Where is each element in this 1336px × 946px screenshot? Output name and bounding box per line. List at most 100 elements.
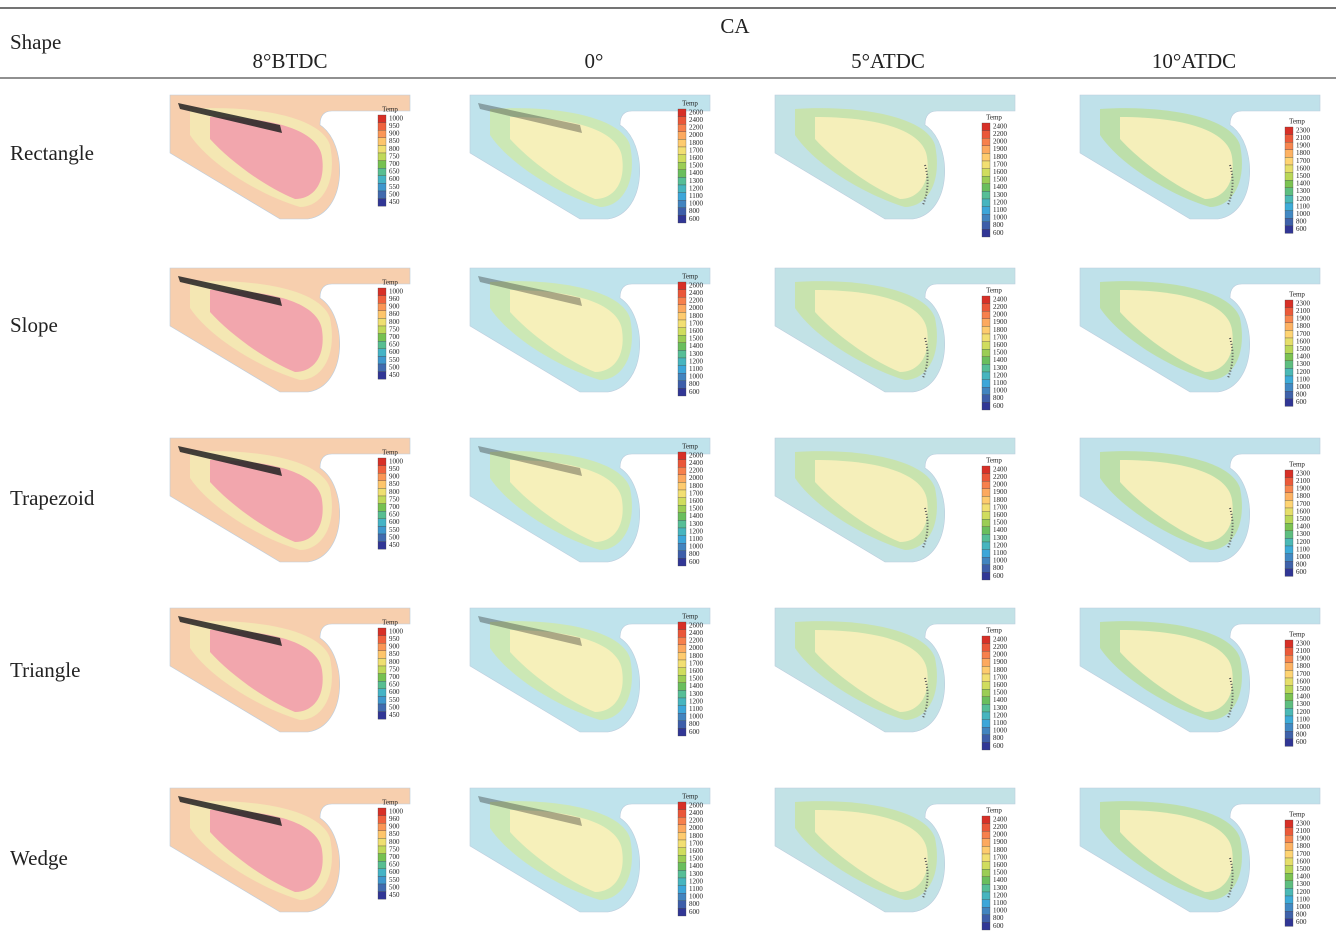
legend-swatch: [1285, 648, 1293, 656]
legend-swatch: [1285, 873, 1293, 881]
legend-swatch: [982, 735, 990, 743]
legend-swatch: [678, 690, 686, 698]
legend-label: 600: [689, 558, 700, 566]
legend-swatch: [378, 303, 386, 311]
legend-swatch: [678, 802, 686, 810]
legend-swatch: [678, 901, 686, 909]
legend-swatch: [1285, 561, 1293, 569]
column-header: 10°ATDC: [1152, 49, 1236, 73]
legend-swatch: [678, 637, 686, 645]
legend-swatch: [678, 855, 686, 863]
legend-swatch: [982, 349, 990, 357]
legend-swatch: [678, 498, 686, 506]
legend-swatch: [982, 138, 990, 146]
simulation-image: [775, 608, 1015, 732]
legend-swatch: [378, 869, 386, 877]
figure-table: Shape CA 8°BTDC0°5°ATDC10°ATDCRectangleT…: [0, 0, 1336, 946]
legend-swatch: [1285, 739, 1293, 747]
simulation-image: [470, 268, 710, 392]
legend-swatch: [1285, 670, 1293, 678]
simulation-image: [170, 608, 410, 732]
legend-swatch: [378, 161, 386, 169]
legend-swatch: [678, 878, 686, 886]
legend-swatch: [678, 832, 686, 840]
column-header: 8°BTDC: [253, 49, 328, 73]
row-label: Wedge: [10, 846, 68, 870]
legend-swatch: [678, 124, 686, 132]
legend-label: 600: [993, 229, 1004, 237]
legend-swatch: [982, 304, 990, 312]
legend-swatch: [378, 183, 386, 191]
legend-title: Temp: [1289, 461, 1305, 469]
legend-swatch: [982, 512, 990, 520]
legend-swatch: [982, 846, 990, 854]
legend-swatch: [1285, 323, 1293, 331]
legend-swatch: [982, 742, 990, 750]
legend-swatch: [378, 153, 386, 161]
legend-swatch: [982, 123, 990, 131]
legend-swatch: [1285, 546, 1293, 554]
legend-swatch: [678, 505, 686, 513]
legend-swatch: [378, 854, 386, 862]
legend-swatch: [678, 282, 686, 290]
legend-swatch: [678, 193, 686, 201]
legend-swatch: [378, 696, 386, 704]
legend-swatch: [678, 645, 686, 653]
legend-title: Temp: [986, 114, 1002, 122]
legend-swatch: [678, 482, 686, 490]
legend-swatch: [982, 915, 990, 923]
legend-swatch: [678, 297, 686, 305]
legend-swatch: [982, 191, 990, 199]
legend-swatch: [378, 808, 386, 816]
legend-swatch: [982, 659, 990, 667]
legend-label: 600: [1296, 918, 1307, 926]
legend-swatch: [678, 117, 686, 125]
legend-swatch: [1285, 678, 1293, 686]
legend-swatch: [1285, 195, 1293, 203]
legend-swatch: [1285, 188, 1293, 196]
legend-swatch: [982, 644, 990, 652]
legend-title: Temp: [986, 627, 1002, 635]
legend-swatch: [678, 162, 686, 170]
legend-swatch: [678, 513, 686, 521]
legend-swatch: [1285, 180, 1293, 188]
legend-swatch: [378, 326, 386, 334]
legend-swatch: [378, 356, 386, 364]
legend-swatch: [982, 146, 990, 154]
legend-swatch: [982, 342, 990, 350]
legend-swatch: [678, 467, 686, 475]
legend-swatch: [982, 720, 990, 728]
legend-swatch: [1285, 203, 1293, 211]
ca-header: CA: [720, 14, 750, 38]
legend-label: 450: [389, 711, 400, 719]
legend-swatch: [378, 199, 386, 207]
legend-swatch: [1285, 368, 1293, 376]
legend-swatch: [1285, 330, 1293, 338]
legend-swatch: [378, 372, 386, 380]
legend-swatch: [378, 311, 386, 319]
simulation-image: [1080, 268, 1320, 392]
legend-swatch: [378, 674, 386, 682]
legend-swatch: [982, 542, 990, 550]
legend-swatch: [678, 177, 686, 185]
legend-swatch: [1285, 478, 1293, 486]
legend-swatch: [1285, 315, 1293, 323]
legend-swatch: [982, 689, 990, 697]
legend-swatch: [678, 810, 686, 818]
legend-swatch: [378, 861, 386, 869]
legend-swatch: [678, 290, 686, 298]
legend-label: 600: [1296, 738, 1307, 746]
legend-swatch: [378, 666, 386, 674]
legend-swatch: [378, 364, 386, 372]
legend-swatch: [982, 387, 990, 395]
legend-swatch: [378, 681, 386, 689]
legend-swatch: [1285, 724, 1293, 732]
legend-swatch: [982, 557, 990, 565]
legend-swatch: [678, 713, 686, 721]
legend-swatch: [982, 704, 990, 712]
legend-swatch: [1285, 569, 1293, 577]
legend-swatch: [378, 534, 386, 542]
legend-swatch: [1285, 866, 1293, 874]
legend-swatch: [982, 296, 990, 304]
legend-swatch: [678, 848, 686, 856]
